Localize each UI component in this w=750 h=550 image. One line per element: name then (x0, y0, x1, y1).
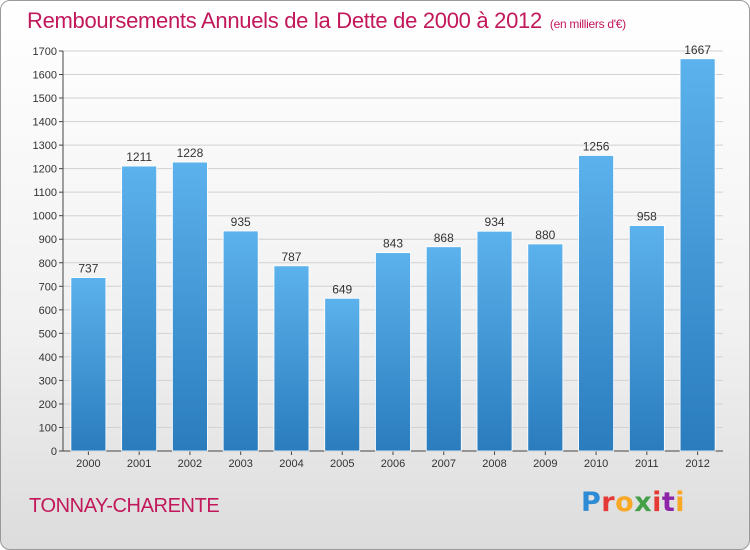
y-tick-label: 100 (39, 422, 57, 434)
y-tick-label: 1700 (33, 46, 57, 58)
bar-2000 (70, 277, 107, 452)
x-tick-label: 2002 (178, 458, 202, 470)
y-tick-label: 300 (39, 375, 57, 387)
bar-2002 (172, 161, 208, 452)
bar-2011 (628, 225, 665, 452)
bar-2004 (273, 265, 310, 452)
bar-2001 (121, 165, 158, 452)
x-tick-label: 2003 (228, 458, 252, 470)
logo-letter: x (634, 487, 653, 518)
data-label-2007: 868 (434, 231, 454, 245)
chart-title-text: Remboursements Annuels de la Dette de 20… (27, 8, 542, 33)
data-label-2010: 1256 (583, 139, 610, 153)
x-tick-label: 2008 (482, 458, 506, 470)
bar-2009 (527, 243, 564, 452)
x-tick-label: 2004 (279, 458, 303, 470)
logo-letter: P (581, 487, 602, 518)
logo-letter: i (675, 487, 686, 518)
bar-2012 (679, 58, 716, 452)
y-tick-label: 700 (39, 281, 57, 293)
y-tick-label: 400 (39, 352, 57, 364)
y-tick-label: 1000 (33, 211, 57, 223)
data-label-2009: 880 (535, 228, 555, 242)
x-tick-label: 2000 (76, 458, 100, 470)
logo-letter: t (661, 487, 676, 518)
bar-2008 (476, 230, 513, 452)
data-label-2012: 1667 (684, 43, 711, 57)
data-label-2008: 934 (485, 215, 505, 229)
y-tick-label: 1500 (33, 93, 57, 105)
data-label-2011: 958 (637, 210, 657, 224)
data-label-2004: 787 (281, 250, 301, 264)
data-label-2006: 843 (383, 237, 403, 251)
data-label-2002: 1228 (177, 146, 204, 160)
data-label-2003: 935 (231, 215, 251, 229)
x-tick-label: 2011 (635, 458, 659, 470)
x-tick-label: 2006 (381, 458, 405, 470)
x-tick-labels: 2000 2001 2002 2003 2004 2005 2006 2007 2008 2009… (76, 458, 710, 470)
bar-2005 (324, 297, 361, 452)
y-tick-label: 500 (39, 328, 57, 340)
bar-2006 (375, 252, 411, 452)
y-tick-label: 1100 (33, 187, 57, 199)
x-tick-label: 2009 (533, 458, 557, 470)
data-label-2005: 649 (332, 282, 352, 296)
y-tick-label: 1300 (33, 140, 57, 152)
y-tick-label: 1400 (33, 117, 57, 129)
bar-2003 (222, 230, 259, 452)
chart-title: Remboursements Annuels de la Dette de 20… (27, 8, 626, 34)
y-tick-label: 900 (39, 234, 57, 246)
x-tick-label: 2012 (685, 458, 709, 470)
x-tick-label: 2001 (127, 458, 151, 470)
proxiti-logo[interactable]: Proxiti (581, 487, 685, 518)
data-label-2000: 737 (78, 262, 98, 276)
data-labels: 737 1211 1228 935 787 649 843 868 934 880 1256 958 1… (78, 43, 711, 297)
y-tick-label: 200 (39, 399, 57, 411)
logo-letter: r (601, 487, 616, 518)
unit-note: (en milliers d'€) (549, 17, 626, 31)
bars (70, 58, 716, 452)
bar-2010 (578, 155, 614, 452)
y-tick-label: 600 (39, 305, 57, 317)
y-tick-label: 1600 (33, 70, 57, 82)
y-tick-label: 1200 (33, 164, 57, 176)
x-tick-label: 2005 (330, 458, 354, 470)
data-label-2001: 1211 (126, 150, 152, 164)
y-tick-labels: 0 100 200 300 400 500 600 700 800 900 1000 1100 1200… (33, 46, 57, 458)
y-tick-label: 0 (51, 446, 57, 458)
x-tick-label: 2007 (432, 458, 456, 470)
commune-name: TONNAY-CHARENTE (29, 495, 220, 517)
x-tick-label: 2010 (584, 458, 608, 470)
logo-letter: o (615, 487, 635, 518)
logo-letter: i (652, 487, 662, 518)
bar-2007 (425, 246, 462, 452)
y-tick-label: 800 (39, 258, 57, 270)
